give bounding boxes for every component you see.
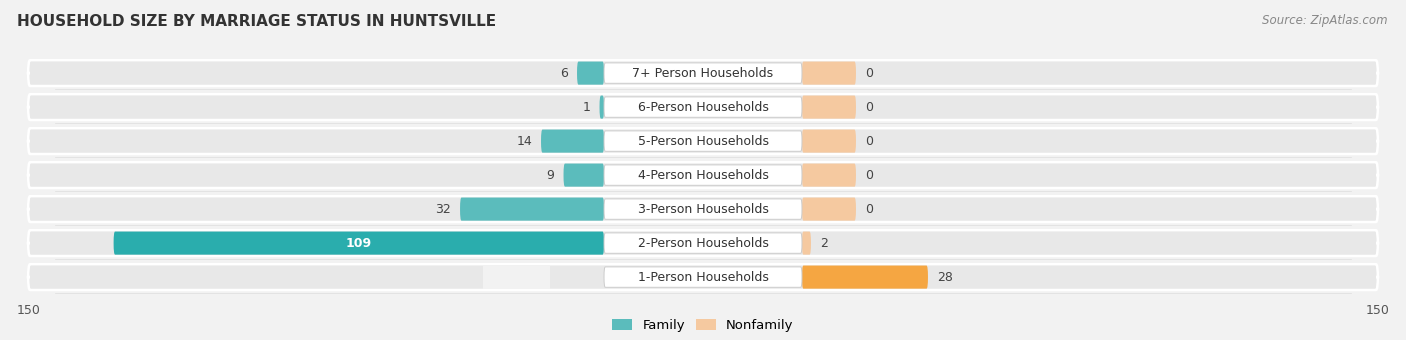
Legend: Family, Nonfamily: Family, Nonfamily bbox=[607, 313, 799, 337]
FancyBboxPatch shape bbox=[605, 233, 801, 253]
FancyBboxPatch shape bbox=[599, 96, 605, 119]
FancyBboxPatch shape bbox=[605, 131, 801, 151]
FancyBboxPatch shape bbox=[28, 264, 1378, 290]
FancyBboxPatch shape bbox=[460, 198, 605, 221]
Text: HOUSEHOLD SIZE BY MARRIAGE STATUS IN HUNTSVILLE: HOUSEHOLD SIZE BY MARRIAGE STATUS IN HUN… bbox=[17, 14, 496, 29]
Text: 0: 0 bbox=[865, 101, 873, 114]
Text: 0: 0 bbox=[533, 271, 541, 284]
Text: Source: ZipAtlas.com: Source: ZipAtlas.com bbox=[1263, 14, 1388, 27]
Text: 0: 0 bbox=[865, 135, 873, 148]
Text: 0: 0 bbox=[865, 203, 873, 216]
Text: 0: 0 bbox=[865, 169, 873, 182]
FancyBboxPatch shape bbox=[801, 164, 856, 187]
FancyBboxPatch shape bbox=[541, 130, 605, 153]
FancyBboxPatch shape bbox=[28, 162, 1378, 188]
FancyBboxPatch shape bbox=[28, 60, 1378, 86]
FancyBboxPatch shape bbox=[28, 94, 1378, 120]
FancyBboxPatch shape bbox=[482, 266, 550, 289]
FancyBboxPatch shape bbox=[801, 232, 811, 255]
FancyBboxPatch shape bbox=[801, 198, 856, 221]
FancyBboxPatch shape bbox=[28, 230, 1378, 256]
Text: 1-Person Households: 1-Person Households bbox=[637, 271, 769, 284]
FancyBboxPatch shape bbox=[605, 199, 801, 219]
FancyBboxPatch shape bbox=[605, 63, 801, 83]
FancyBboxPatch shape bbox=[564, 164, 605, 187]
Text: 6: 6 bbox=[560, 67, 568, 80]
Text: 32: 32 bbox=[436, 203, 451, 216]
Text: 4-Person Households: 4-Person Households bbox=[637, 169, 769, 182]
FancyBboxPatch shape bbox=[801, 130, 856, 153]
FancyBboxPatch shape bbox=[28, 196, 1378, 222]
FancyBboxPatch shape bbox=[801, 62, 856, 85]
Text: 14: 14 bbox=[516, 135, 531, 148]
Text: 2: 2 bbox=[820, 237, 828, 250]
Text: 5-Person Households: 5-Person Households bbox=[637, 135, 769, 148]
FancyBboxPatch shape bbox=[801, 96, 856, 119]
FancyBboxPatch shape bbox=[576, 62, 605, 85]
Text: 1: 1 bbox=[582, 101, 591, 114]
Text: 2-Person Households: 2-Person Households bbox=[637, 237, 769, 250]
FancyBboxPatch shape bbox=[114, 232, 605, 255]
Text: 28: 28 bbox=[936, 271, 953, 284]
Text: 7+ Person Households: 7+ Person Households bbox=[633, 67, 773, 80]
FancyBboxPatch shape bbox=[605, 267, 801, 287]
Text: 109: 109 bbox=[346, 237, 371, 250]
FancyBboxPatch shape bbox=[28, 128, 1378, 154]
FancyBboxPatch shape bbox=[801, 266, 928, 289]
Text: 0: 0 bbox=[865, 67, 873, 80]
FancyBboxPatch shape bbox=[605, 97, 801, 117]
Text: 9: 9 bbox=[547, 169, 554, 182]
FancyBboxPatch shape bbox=[605, 165, 801, 185]
Text: 3-Person Households: 3-Person Households bbox=[637, 203, 769, 216]
Text: 6-Person Households: 6-Person Households bbox=[637, 101, 769, 114]
